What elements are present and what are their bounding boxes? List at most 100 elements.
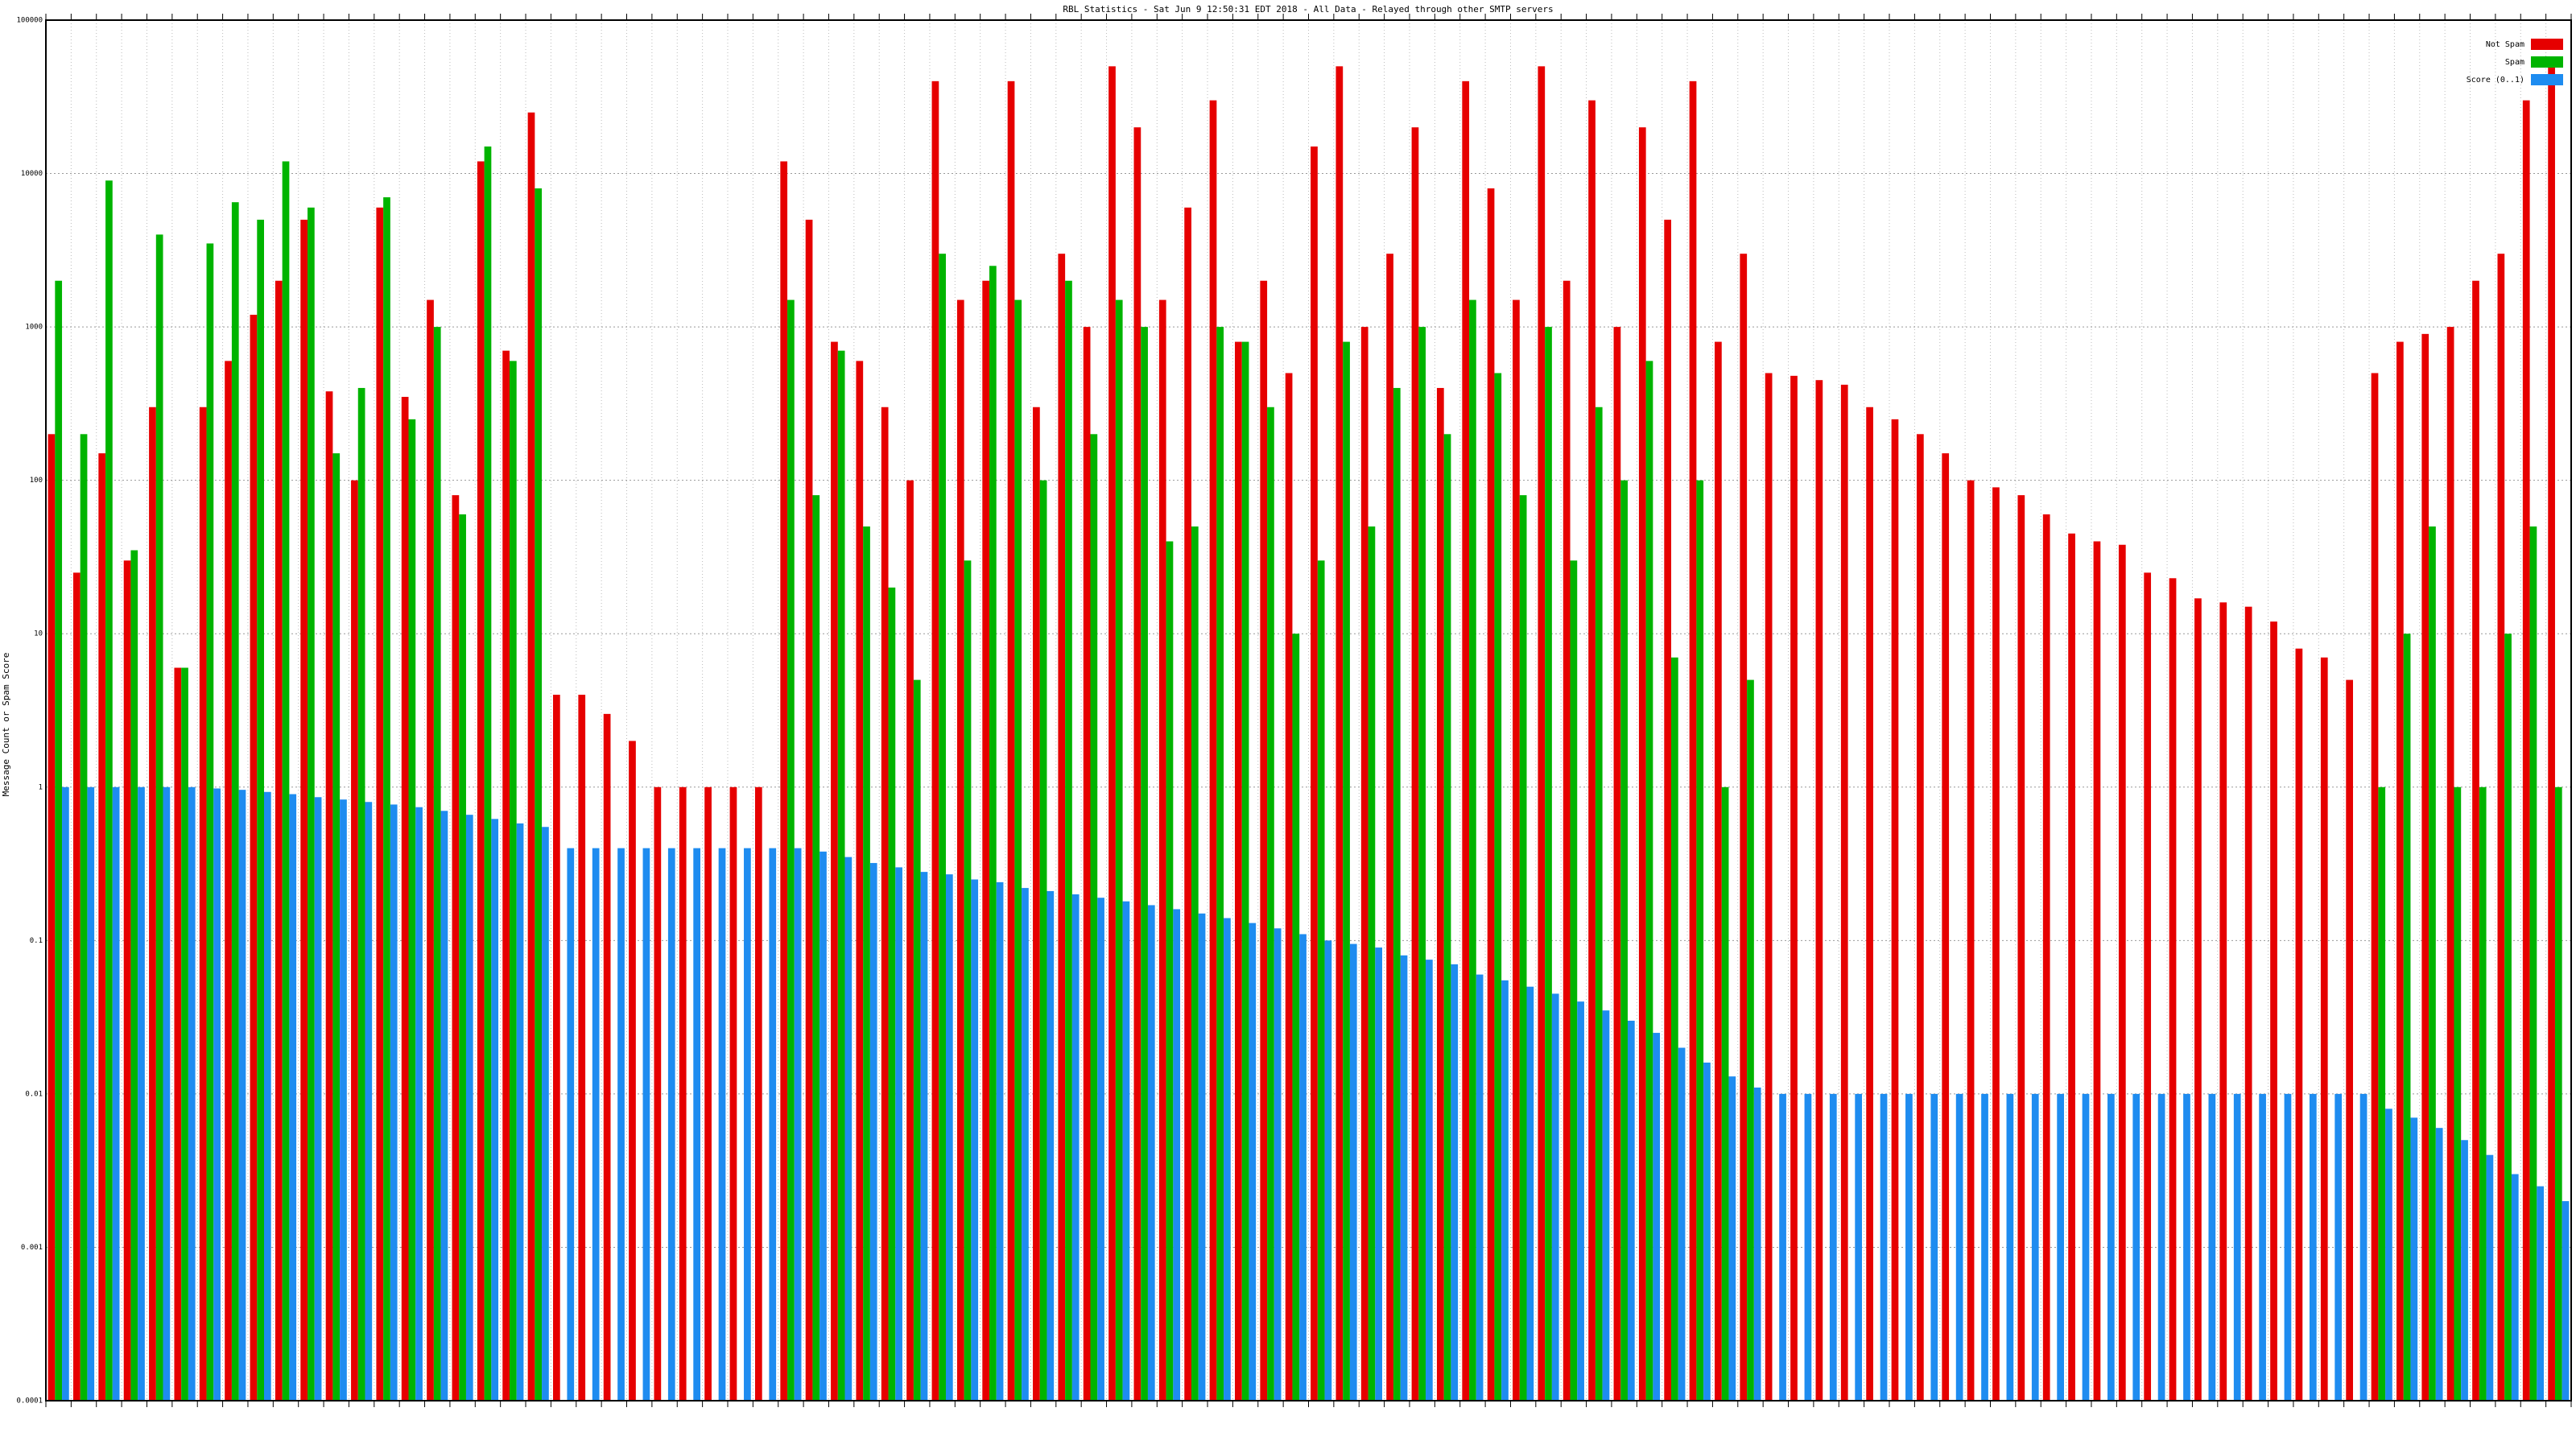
bar [2132, 1093, 2140, 1401]
bar [2208, 1093, 2216, 1401]
bar [1097, 898, 1104, 1401]
bar [642, 848, 650, 1401]
y-tick-label: 100000 [16, 17, 43, 25]
bar [340, 799, 347, 1401]
bar [856, 361, 864, 1401]
bar [895, 867, 902, 1401]
bar [1779, 1093, 1786, 1401]
bar [1476, 974, 1484, 1401]
bar [704, 786, 712, 1401]
bar [1349, 943, 1357, 1401]
bar [163, 786, 171, 1401]
bar [1058, 254, 1066, 1401]
bar [459, 514, 466, 1401]
bar [1664, 219, 1672, 1402]
bar [257, 219, 265, 1402]
bar [1721, 786, 1729, 1401]
bar [174, 667, 182, 1401]
bar [1065, 280, 1072, 1401]
bar [592, 848, 600, 1401]
bar [1267, 407, 1274, 1402]
bar [2486, 1154, 2494, 1401]
bar [502, 350, 510, 1401]
bar [1191, 526, 1199, 1402]
bar [1620, 480, 1628, 1401]
bar [1375, 947, 1382, 1401]
bar [1224, 918, 1231, 1401]
bar [300, 219, 308, 1402]
y-tick-label: 10 [34, 630, 43, 638]
bar [2346, 679, 2353, 1401]
bar [2461, 1140, 2468, 1401]
bar [1360, 327, 1368, 1402]
bar [718, 848, 726, 1401]
bar [693, 848, 701, 1401]
bar [1083, 327, 1091, 1402]
bar [1645, 361, 1653, 1401]
bar [2522, 100, 2530, 1401]
bar [213, 788, 221, 1401]
bar [1147, 905, 1155, 1401]
legend-swatch [2531, 39, 2563, 50]
bar [2219, 602, 2227, 1401]
y-axis-label: Message Count or Spam Score [1, 653, 11, 797]
bar [2157, 1093, 2165, 1401]
bar [2320, 657, 2328, 1401]
bar [2295, 648, 2303, 1401]
bar [1198, 913, 1206, 1401]
bar [2472, 280, 2479, 1401]
bar [105, 180, 113, 1401]
bar [1249, 923, 1257, 1401]
bar [408, 419, 416, 1402]
bar [1299, 934, 1307, 1401]
bar [964, 560, 972, 1401]
bar [155, 234, 163, 1401]
bar [1671, 657, 1678, 1401]
bar [1260, 280, 1268, 1401]
bar [2537, 1186, 2545, 1401]
bar [376, 207, 384, 1401]
bar [2334, 1093, 2343, 1401]
y-tick-label: 0.001 [21, 1244, 43, 1252]
y-tick-label: 10000 [21, 170, 43, 178]
bar [1487, 188, 1495, 1401]
bar [2233, 1093, 2241, 1401]
bar [2421, 333, 2429, 1401]
bar [2118, 544, 2126, 1401]
bar [1209, 100, 1217, 1401]
bar [2429, 526, 2436, 1402]
bar [516, 823, 524, 1401]
bar [1158, 299, 1166, 1402]
bar [1696, 480, 1704, 1401]
bar [863, 526, 870, 1402]
bar [2554, 786, 2562, 1401]
bar [2259, 1093, 2266, 1401]
bar [484, 147, 492, 1402]
bar [1007, 80, 1015, 1401]
bar [1462, 80, 1470, 1401]
bar [1715, 341, 1722, 1401]
bar [130, 550, 138, 1401]
bar [2093, 541, 2101, 1401]
bar [1501, 980, 1509, 1401]
bar [188, 786, 196, 1401]
bar [1033, 407, 1040, 1402]
bar [1494, 373, 1502, 1401]
bar [282, 161, 290, 1401]
bar [199, 407, 207, 1402]
bar [2479, 786, 2487, 1401]
bar [567, 848, 575, 1401]
bar [1122, 901, 1130, 1401]
bar [729, 786, 737, 1401]
bar [1840, 384, 1848, 1401]
bar [1765, 373, 1773, 1401]
bar [1519, 495, 1527, 1401]
bar [509, 361, 517, 1401]
bar [325, 391, 333, 1401]
bar [206, 243, 214, 1401]
bar [2057, 1093, 2064, 1401]
bar [1728, 1076, 1736, 1401]
bar [1703, 1062, 1711, 1401]
bar [679, 786, 687, 1401]
bar [365, 802, 373, 1401]
